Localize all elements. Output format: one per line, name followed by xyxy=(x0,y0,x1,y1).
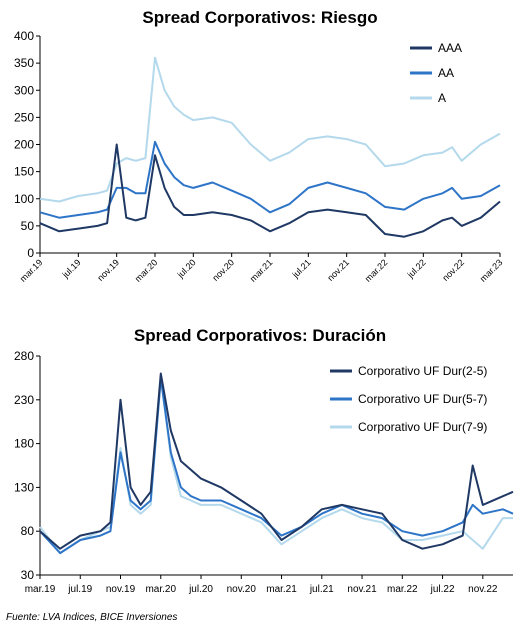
chart-riesgo: Spread Corporativos: Riesgo 0 50 100 150 200… xyxy=(0,0,520,300)
y-tick-label: 350 xyxy=(14,56,34,70)
x-tick-label: jul.19 xyxy=(60,257,83,280)
x-tick-label: jul.20 xyxy=(175,257,198,280)
y-tick-label: 180 xyxy=(14,437,34,451)
x-tick-label: nov.20 xyxy=(227,584,257,595)
chart-title: Spread Corporativos: Duración xyxy=(133,326,387,345)
source-note: Fuente: LVA Indices, BICE Inversiones xyxy=(6,612,178,623)
chart-duracion-plot: 30 80 130 180 230 280 mar.19 jul.19 nov.19 mar.20… xyxy=(14,349,514,595)
legend-label: AA xyxy=(438,66,454,80)
x-tick-label: jul.21 xyxy=(290,257,313,280)
x-tick-label: nov.22 xyxy=(468,584,498,595)
x-tick-label: mar.21 xyxy=(266,584,297,595)
series-line-3 xyxy=(39,56,501,203)
x-tick-label: jul.19 xyxy=(67,584,92,595)
series-line-2 xyxy=(39,376,514,555)
y-tick-label: 280 xyxy=(14,349,34,363)
y-tick-label: 30 xyxy=(21,568,35,582)
x-tick-label: jul.21 xyxy=(309,584,334,595)
y-tick-label: 50 xyxy=(21,219,35,233)
series-line-3 xyxy=(39,376,513,555)
y-tick-label: 80 xyxy=(21,524,35,538)
legend-label: Corporativo UF Dur(7-9) xyxy=(358,420,487,434)
chart-riesgo-plot: 0 50 100 150 200 250 300 350 400 mar.19 jul.19 nov.… xyxy=(14,29,505,284)
y-tick-label: 130 xyxy=(14,480,34,494)
x-tick-label: nov.19 xyxy=(106,584,136,595)
legend-label: A xyxy=(438,91,446,105)
x-tick-label: nov.21 xyxy=(325,257,351,283)
x-tick-label: nov.19 xyxy=(95,257,121,283)
x-tick-label: mar.20 xyxy=(145,584,176,595)
y-tick-label: 200 xyxy=(14,138,34,152)
x-tick-label: mar.22 xyxy=(363,257,390,284)
y-tick-label: 230 xyxy=(14,393,34,407)
x-tick-label: nov.20 xyxy=(210,257,236,283)
x-tick-label: nov.22 xyxy=(440,257,466,283)
x-tick-label: mar.22 xyxy=(387,584,418,595)
x-tick-label: nov.21 xyxy=(347,584,377,595)
y-tick-label: 150 xyxy=(14,165,34,179)
series-line-1 xyxy=(39,143,501,238)
legend-label: Corporativo UF Dur(5-7) xyxy=(358,392,487,406)
x-tick-label: mar.19 xyxy=(25,584,56,595)
x-tick-label: jul.22 xyxy=(405,257,428,280)
y-tick-label: 250 xyxy=(14,110,34,124)
legend-label: Corporativo UF Dur(2-5) xyxy=(358,364,487,378)
y-tick-label: 0 xyxy=(27,246,34,260)
x-tick-label: jul.22 xyxy=(430,584,455,595)
y-tick-label: 100 xyxy=(14,192,34,206)
x-tick-label: mar.23 xyxy=(478,257,505,284)
legend-label: AAA xyxy=(438,41,462,55)
series-line-2 xyxy=(39,140,501,219)
x-tick-label: mar.19 xyxy=(18,257,45,284)
y-tick-label: 400 xyxy=(14,29,34,43)
x-tick-label: mar.20 xyxy=(133,257,160,284)
series-line-1 xyxy=(39,372,514,550)
chart-duracion: Spread Corporativos: Duración 30 80 130 180… xyxy=(0,318,520,600)
y-tick-label: 300 xyxy=(14,83,34,97)
x-tick-label: jul.20 xyxy=(188,584,213,595)
chart-title: Spread Corporativos: Riesgo xyxy=(142,8,378,27)
x-tick-label: mar.21 xyxy=(248,257,275,284)
